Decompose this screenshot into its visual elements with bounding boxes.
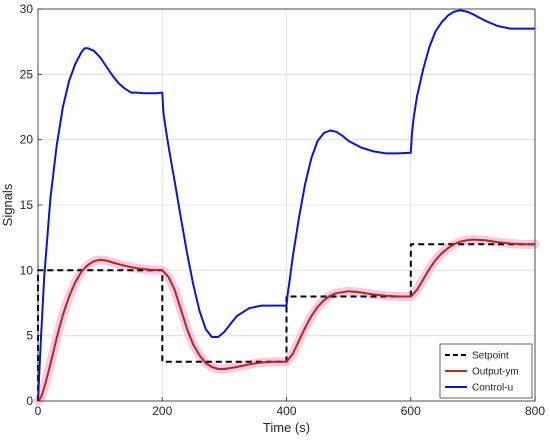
x-tick-label: 600 xyxy=(401,404,421,418)
x-tick-label: 400 xyxy=(276,404,296,418)
series-line-output-ym xyxy=(37,238,535,402)
x-tick-label: 200 xyxy=(152,404,172,418)
y-tick-label: 20 xyxy=(20,133,34,147)
y-tick-label: 15 xyxy=(20,198,34,212)
y-tick-label: 30 xyxy=(20,2,34,16)
y-tick-label: 25 xyxy=(20,67,34,81)
series-layer xyxy=(37,9,535,402)
y-tick-label: 10 xyxy=(20,263,34,277)
legend: Setpoint Output-ym Control-u xyxy=(439,343,533,399)
y-axis-label: Signals xyxy=(0,183,15,226)
ticks: 0 200 400 600 800 0 5 10 15 20 25 30 xyxy=(20,2,546,418)
legend-label: Setpoint xyxy=(472,351,509,362)
legend-label: Output-ym xyxy=(472,367,519,378)
series-line-control-u xyxy=(37,9,535,402)
x-tick-label: 800 xyxy=(525,404,545,418)
legend-label: Control-u xyxy=(472,383,513,394)
x-axis-label: Time (s) xyxy=(263,420,310,435)
y-tick-label: 0 xyxy=(26,394,33,408)
x-tick-label: 0 xyxy=(35,404,42,418)
y-tick-label: 5 xyxy=(26,329,33,343)
